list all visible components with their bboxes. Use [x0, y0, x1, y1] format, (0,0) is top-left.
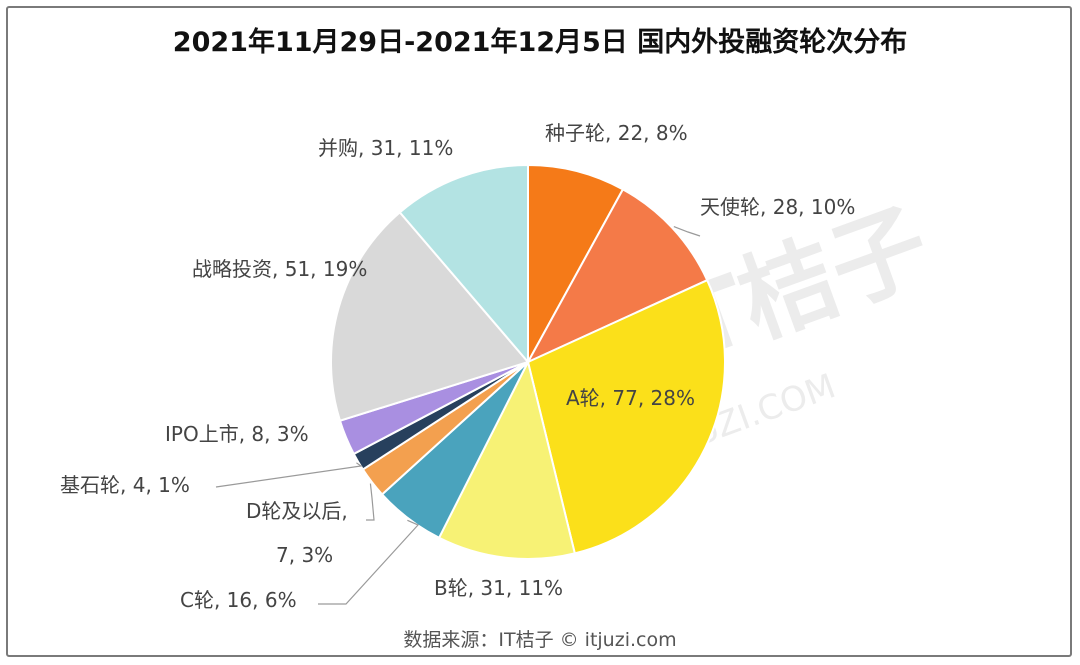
leader-line-4	[318, 519, 420, 605]
pie-slice-0	[527, 163, 625, 363]
chart-frame	[6, 6, 1072, 657]
pie-slice-3	[437, 359, 577, 560]
pie-slice-1	[525, 188, 709, 365]
pie-slice-2	[526, 278, 726, 555]
data-label-2: A轮, 77, 28%	[566, 386, 695, 410]
data-label-0: 种子轮, 22, 8%	[545, 121, 688, 145]
data-label-5-line2: 7, 3%	[276, 543, 333, 567]
data-label-8: 战略投资, 51, 19%	[192, 257, 367, 281]
leader-line-1	[673, 226, 701, 237]
pie-slice-9	[398, 163, 529, 365]
data-label-3: B轮, 31, 11%	[434, 576, 563, 600]
data-label-9: 并购, 31, 11%	[318, 136, 453, 160]
chart-title: 2021年11月29日-2021年12月5日 国内外投融资轮次分布	[172, 27, 908, 58]
data-source: 数据来源：IT桔子 © itjuzi.com	[403, 629, 677, 651]
data-label-6: 基石轮, 4, 1%	[60, 473, 190, 497]
data-label-5-line1: D轮及以后,	[246, 499, 348, 523]
leader-line-5	[366, 483, 375, 521]
leader-line-6	[215, 462, 363, 488]
data-label-1: 天使轮, 28, 10%	[700, 195, 855, 219]
pie-slice-8	[330, 210, 530, 422]
data-label-7: IPO上市, 8, 3%	[165, 422, 309, 446]
data-label-4: C轮, 16, 6%	[180, 588, 297, 612]
